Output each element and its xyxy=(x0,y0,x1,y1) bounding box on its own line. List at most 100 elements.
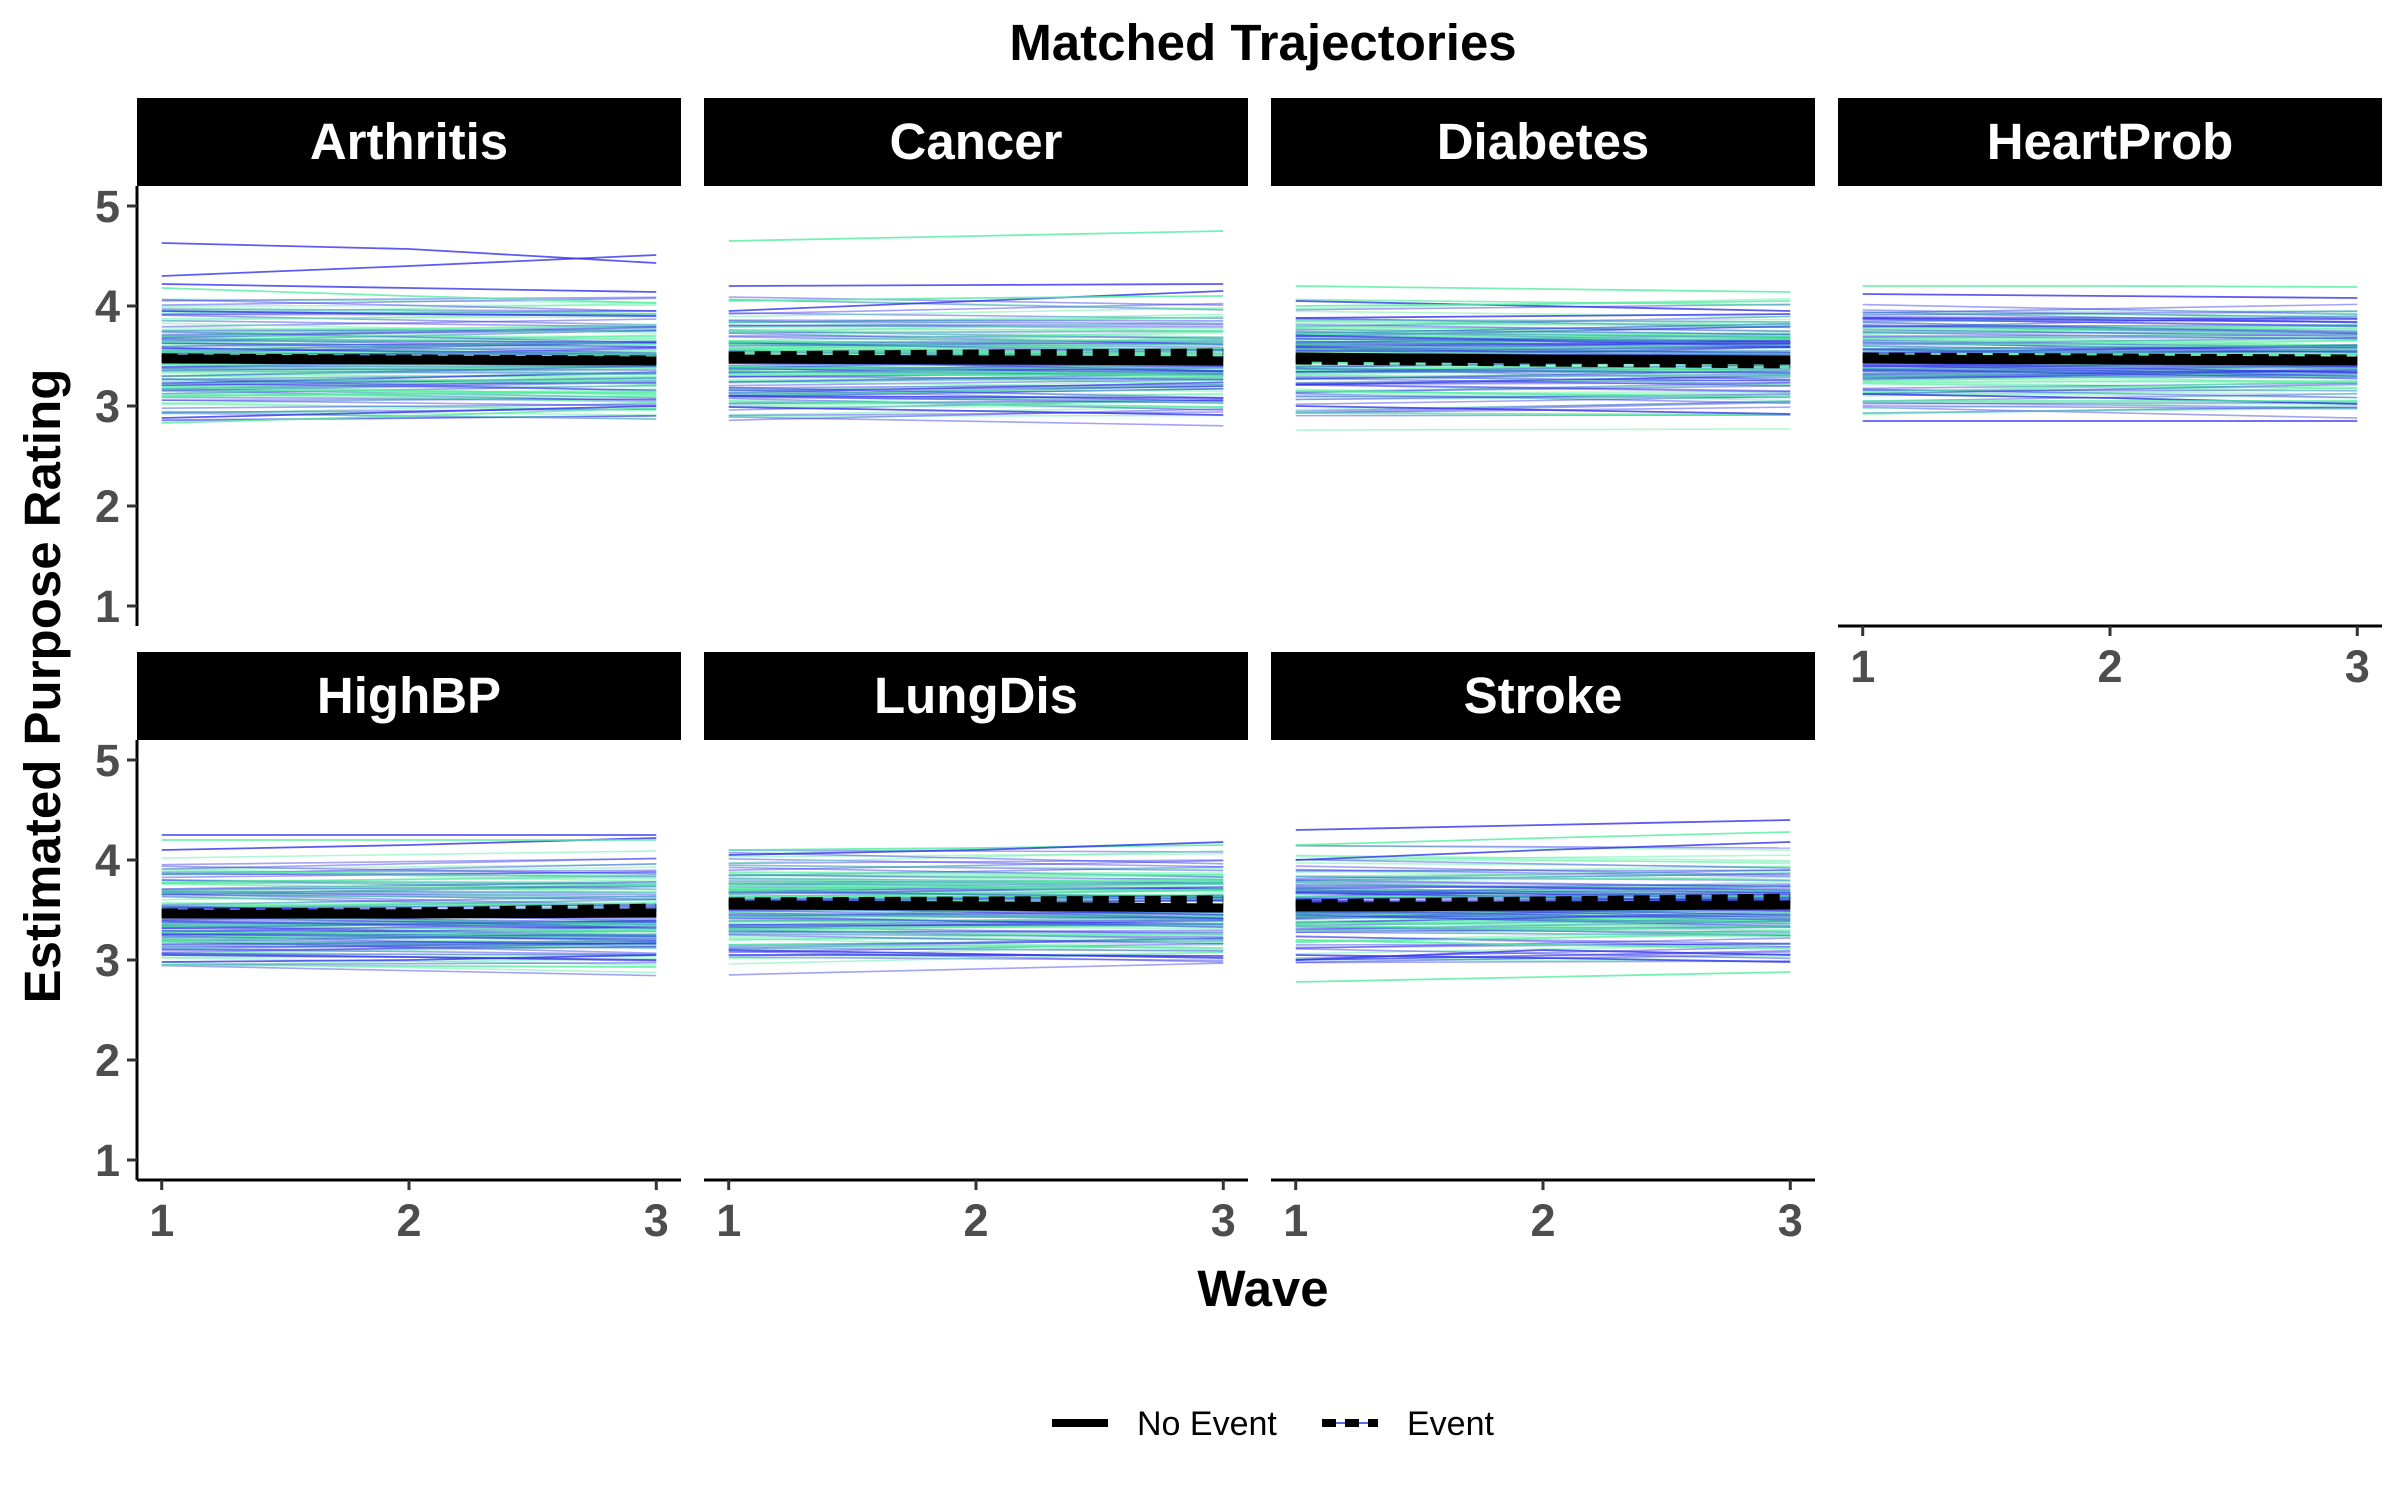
trajectory-line xyxy=(1295,937,1791,950)
trajectory-line xyxy=(1295,367,1791,374)
trajectory-line xyxy=(1862,339,2358,347)
trajectory-line xyxy=(728,852,1224,858)
trajectory-line xyxy=(1295,377,1791,387)
trajectory-line xyxy=(161,396,657,401)
trajectory-line xyxy=(161,929,657,943)
trajectory-line xyxy=(161,883,657,892)
trajectory-line xyxy=(728,312,1224,320)
trajectory-line xyxy=(1862,312,2358,316)
strip-label-lungdis: LungDis xyxy=(874,667,1078,724)
trajectory-line xyxy=(161,888,657,891)
trajectory-line xyxy=(1295,920,1791,931)
trajectory-line xyxy=(1295,949,1791,961)
trajectory-line xyxy=(1295,882,1791,892)
trajectory-line-event xyxy=(1295,313,1791,319)
trajectory-line xyxy=(728,919,1224,922)
x-tick-label: 3 xyxy=(644,1195,669,1246)
trajectory-line xyxy=(161,879,657,884)
trajectory-line xyxy=(728,886,1224,896)
trajectory-line xyxy=(1295,948,1791,960)
trajectory-line xyxy=(728,370,1224,378)
trajectory-line xyxy=(728,366,1224,375)
trajectory-line xyxy=(161,382,657,391)
trajectory-line xyxy=(728,915,1224,918)
trajectory-line xyxy=(728,339,1224,344)
trajectory-line xyxy=(1295,337,1791,346)
trajectory-line xyxy=(161,896,657,909)
trajectory-line xyxy=(161,329,657,342)
trajectory-line xyxy=(728,877,1224,891)
trajectory-line xyxy=(1295,385,1791,393)
trajectory-line xyxy=(728,909,1224,920)
trajectory-line xyxy=(161,403,657,410)
trajectory-line xyxy=(161,370,657,375)
panel-lungdis: LungDis 1 2 3 xyxy=(704,652,1248,1246)
trajectory-line xyxy=(728,871,1224,874)
trajectory-line xyxy=(728,871,1224,876)
trajectory-line xyxy=(161,378,657,385)
trajectory-line xyxy=(1295,326,1791,330)
trajectory-line xyxy=(1295,384,1791,393)
trajectory-line xyxy=(728,883,1224,890)
trajectory-line xyxy=(1295,925,1791,935)
trajectory-line xyxy=(728,343,1224,353)
trajectory-line xyxy=(1862,321,2358,334)
trajectory-line xyxy=(161,365,657,378)
trajectory-line xyxy=(1295,911,1791,918)
trajectory-line xyxy=(728,391,1224,396)
trajectory-line xyxy=(1295,363,1791,372)
trajectory-line xyxy=(1862,325,2358,333)
trajectory-line xyxy=(1862,406,2358,414)
trajectory-line xyxy=(161,857,657,870)
trajectory-line xyxy=(1862,375,2358,379)
mean-line-event-lungdis xyxy=(728,895,1224,907)
y-tick-label: 2 xyxy=(95,481,120,532)
trajectory-line xyxy=(728,378,1224,387)
trajectory-line xyxy=(161,922,657,928)
trajectory-line xyxy=(728,939,1224,946)
trajectory-line xyxy=(728,912,1224,917)
trajectory-line xyxy=(728,385,1224,396)
trajectory-line xyxy=(161,325,657,337)
trajectory-line xyxy=(1295,337,1791,345)
trajectory-line xyxy=(1295,871,1791,883)
trajectory-line xyxy=(161,939,657,945)
trajectory-line xyxy=(161,364,657,368)
trajectory-line xyxy=(728,864,1224,872)
trajectory-line xyxy=(1295,375,1791,382)
strip-diabetes xyxy=(1271,98,1815,186)
trajectory-line xyxy=(1862,370,2358,385)
trajectory-line xyxy=(1295,324,1791,336)
strip-label-arthritis: Arthritis xyxy=(310,113,508,170)
trajectory-line xyxy=(1295,318,1791,323)
y-tick-label: 4 xyxy=(95,281,120,332)
trajectory-line xyxy=(728,962,1224,976)
trajectory-line xyxy=(1295,881,1791,892)
trajectory-line xyxy=(1862,368,2358,373)
trajectory-line xyxy=(161,298,657,304)
trajectory-line xyxy=(161,926,657,930)
trajectory-line xyxy=(1295,338,1791,342)
panel-cancer: Cancer xyxy=(704,98,1248,427)
trajectory-line xyxy=(1862,370,2358,377)
trajectory-line xyxy=(161,870,657,879)
trajectory-line xyxy=(728,319,1224,322)
trajectory-line xyxy=(161,952,657,956)
trajectory-line xyxy=(1295,932,1791,943)
trajectory-line xyxy=(1295,298,1791,307)
trajectory-line xyxy=(728,395,1224,404)
trajectory-line xyxy=(1295,879,1791,888)
trajectory-line xyxy=(161,306,657,315)
trajectory-line xyxy=(1295,393,1791,401)
trajectory-line xyxy=(728,381,1224,394)
trajectory-line xyxy=(728,881,1224,894)
trajectory-line xyxy=(1862,364,2358,378)
trajectory-line xyxy=(1295,888,1791,900)
trajectory-line xyxy=(1295,345,1791,353)
trajectory-line xyxy=(728,925,1224,935)
trajectory-line xyxy=(728,380,1224,390)
trajectory-line xyxy=(161,352,657,355)
trajectory-line xyxy=(1862,325,2358,332)
x-tick-label: 2 xyxy=(396,1195,421,1246)
trajectory-line xyxy=(1295,321,1791,327)
